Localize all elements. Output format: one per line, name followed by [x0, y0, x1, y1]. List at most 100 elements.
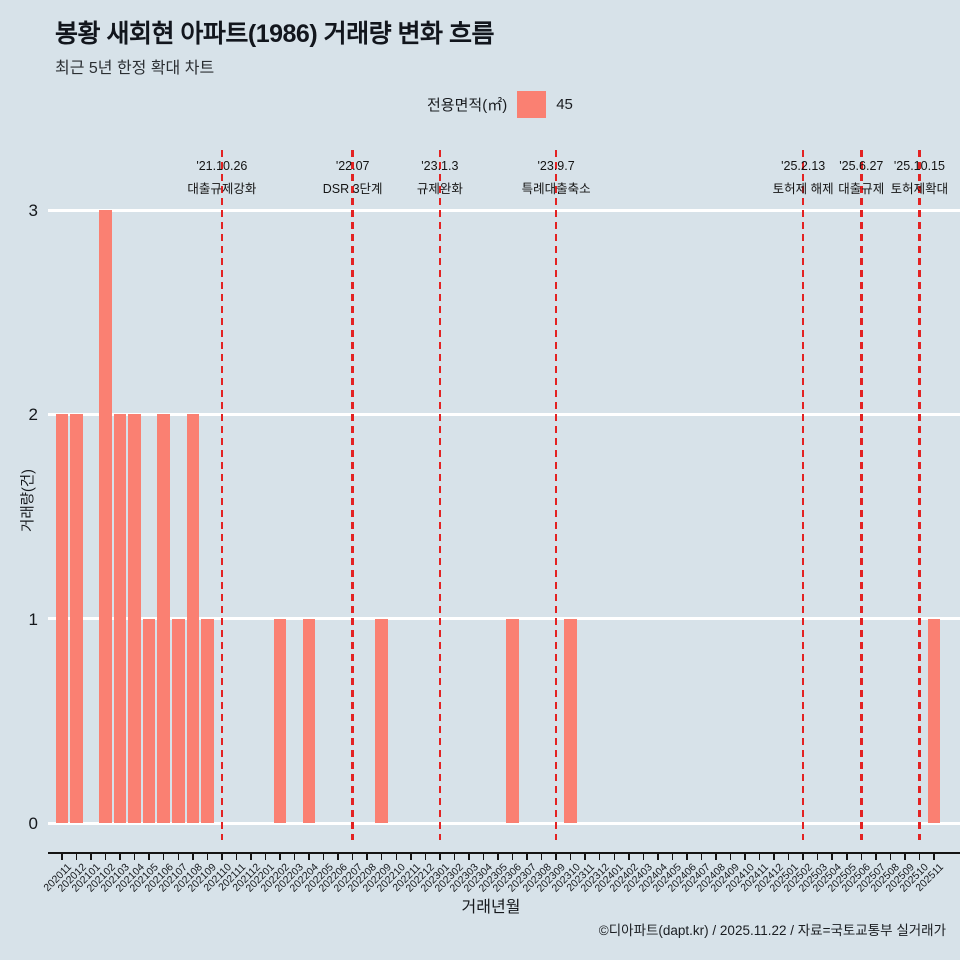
y-gridline-0 — [48, 821, 960, 825]
x-tick-202304 — [482, 852, 485, 860]
x-tick-202407 — [700, 852, 703, 860]
x-tick-202502 — [802, 852, 804, 860]
y-axis-title: 거래량(건) — [20, 468, 37, 533]
x-tick-202110 — [221, 852, 223, 860]
x-tick-202510 — [918, 852, 921, 860]
bar-202108 — [186, 414, 200, 823]
bar-202102 — [99, 210, 112, 823]
x-tick-202509 — [904, 852, 906, 860]
bar-202306 — [506, 618, 519, 823]
x-tick-202503 — [816, 852, 819, 860]
event-line-6 — [860, 150, 863, 840]
legend-value: 45 — [556, 96, 573, 113]
x-tick-202410 — [744, 852, 746, 860]
bar-202104 — [128, 414, 141, 823]
chart-subtitle: 최근 5년 한정 확대 차트 — [55, 60, 215, 77]
x-tick-202412 — [773, 852, 775, 860]
x-tick-202508 — [889, 852, 892, 860]
event-label-1: 대출규제강화 — [187, 182, 257, 196]
event-label-3: 규제완화 — [416, 182, 463, 196]
x-tick-202209 — [380, 852, 383, 860]
x-tick-202306 — [511, 852, 514, 860]
event-date-5: '25.2.13 — [781, 159, 826, 173]
x-tick-202011 — [61, 852, 63, 860]
event-line-3 — [438, 150, 442, 840]
event-label-6: 대출규제 — [838, 182, 885, 196]
x-tick-202105 — [148, 852, 150, 860]
event-date-1: '21.10.26 — [196, 159, 248, 173]
y-tick-label-3: 3 — [28, 201, 38, 220]
x-tick-202108 — [192, 852, 194, 860]
x-tick-202305 — [497, 852, 499, 860]
x-tick-202411 — [758, 852, 761, 860]
bar-202105 — [142, 618, 156, 823]
y-tick-label-1: 1 — [28, 609, 38, 629]
x-tick-202104 — [133, 852, 136, 860]
x-tick-202302 — [453, 852, 456, 860]
x-tick-202211 — [410, 852, 412, 860]
x-tick-202505 — [846, 852, 848, 860]
bar-202106 — [157, 414, 170, 823]
x-tick-202109 — [206, 852, 209, 860]
y-tick-label-0: 0 — [28, 814, 38, 833]
x-tick-202310 — [569, 852, 572, 860]
x-tick-202201 — [264, 852, 267, 860]
bar-202011 — [55, 414, 69, 823]
x-tick-202101 — [90, 852, 92, 860]
y-gridline-1 — [48, 617, 960, 621]
x-tick-202501 — [787, 852, 790, 860]
bar-202109 — [201, 618, 214, 823]
legend: 전용면적(㎡) 45 — [427, 91, 573, 118]
x-axis-title: 거래년월 — [461, 899, 521, 916]
footer-credit: ©디아파트(dapt.kr) / 2025.11.22 / 자료=국토교통부 실… — [598, 923, 946, 938]
y-gridline-3 — [48, 208, 960, 212]
event-date-7: '25.10.15 — [893, 159, 945, 173]
bar-202012 — [70, 414, 83, 823]
x-axis-spine — [48, 852, 960, 854]
x-tick-202106 — [162, 852, 165, 860]
legend-swatch — [517, 91, 547, 118]
x-tick-202311 — [584, 852, 586, 860]
x-tick-202308 — [540, 852, 543, 860]
x-tick-202107 — [177, 852, 179, 860]
x-tick-202506 — [860, 852, 863, 860]
bar-202310 — [564, 618, 577, 823]
x-tick-202312 — [598, 852, 601, 860]
legend-label: 전용면적(㎡) — [427, 97, 508, 114]
x-tick-202301 — [439, 852, 441, 860]
event-date-2: '22.07 — [335, 159, 370, 173]
event-date-4: '23.9.7 — [537, 159, 575, 173]
x-tick-202212 — [424, 852, 427, 860]
y-tick-label-2: 2 — [28, 405, 38, 425]
x-tick-202403 — [642, 852, 645, 860]
x-tick-202207 — [351, 852, 354, 860]
x-tick-202504 — [831, 852, 833, 860]
event-label-4: 특례대출축소 — [521, 182, 591, 196]
x-tick-202409 — [729, 852, 732, 860]
x-tick-202203 — [293, 852, 296, 860]
bar-202511 — [927, 618, 941, 823]
event-line-5 — [801, 150, 805, 840]
x-tick-202507 — [875, 852, 877, 860]
event-line-1 — [220, 150, 224, 840]
event-line-4 — [554, 150, 558, 840]
x-tick-202404 — [657, 852, 659, 860]
x-tick-202111 — [235, 852, 238, 860]
bar-202107 — [172, 618, 185, 823]
event-line-7 — [918, 150, 921, 840]
x-tick-202102 — [104, 852, 107, 860]
x-tick-202208 — [366, 852, 368, 860]
x-tick-202402 — [628, 852, 630, 860]
x-tick-202012 — [75, 852, 78, 860]
x-tick-202406 — [686, 852, 688, 860]
x-tick-202210 — [395, 852, 397, 860]
event-label-2: DSR 3단계 — [322, 182, 383, 196]
x-tick-202307 — [526, 852, 528, 860]
event-label-7: 토허제확대 — [890, 182, 949, 196]
x-tick-202112 — [250, 852, 252, 860]
x-tick-202202 — [279, 852, 281, 860]
x-tick-202511 — [933, 852, 935, 860]
x-tick-202103 — [119, 852, 121, 860]
x-tick-202205 — [322, 852, 325, 860]
